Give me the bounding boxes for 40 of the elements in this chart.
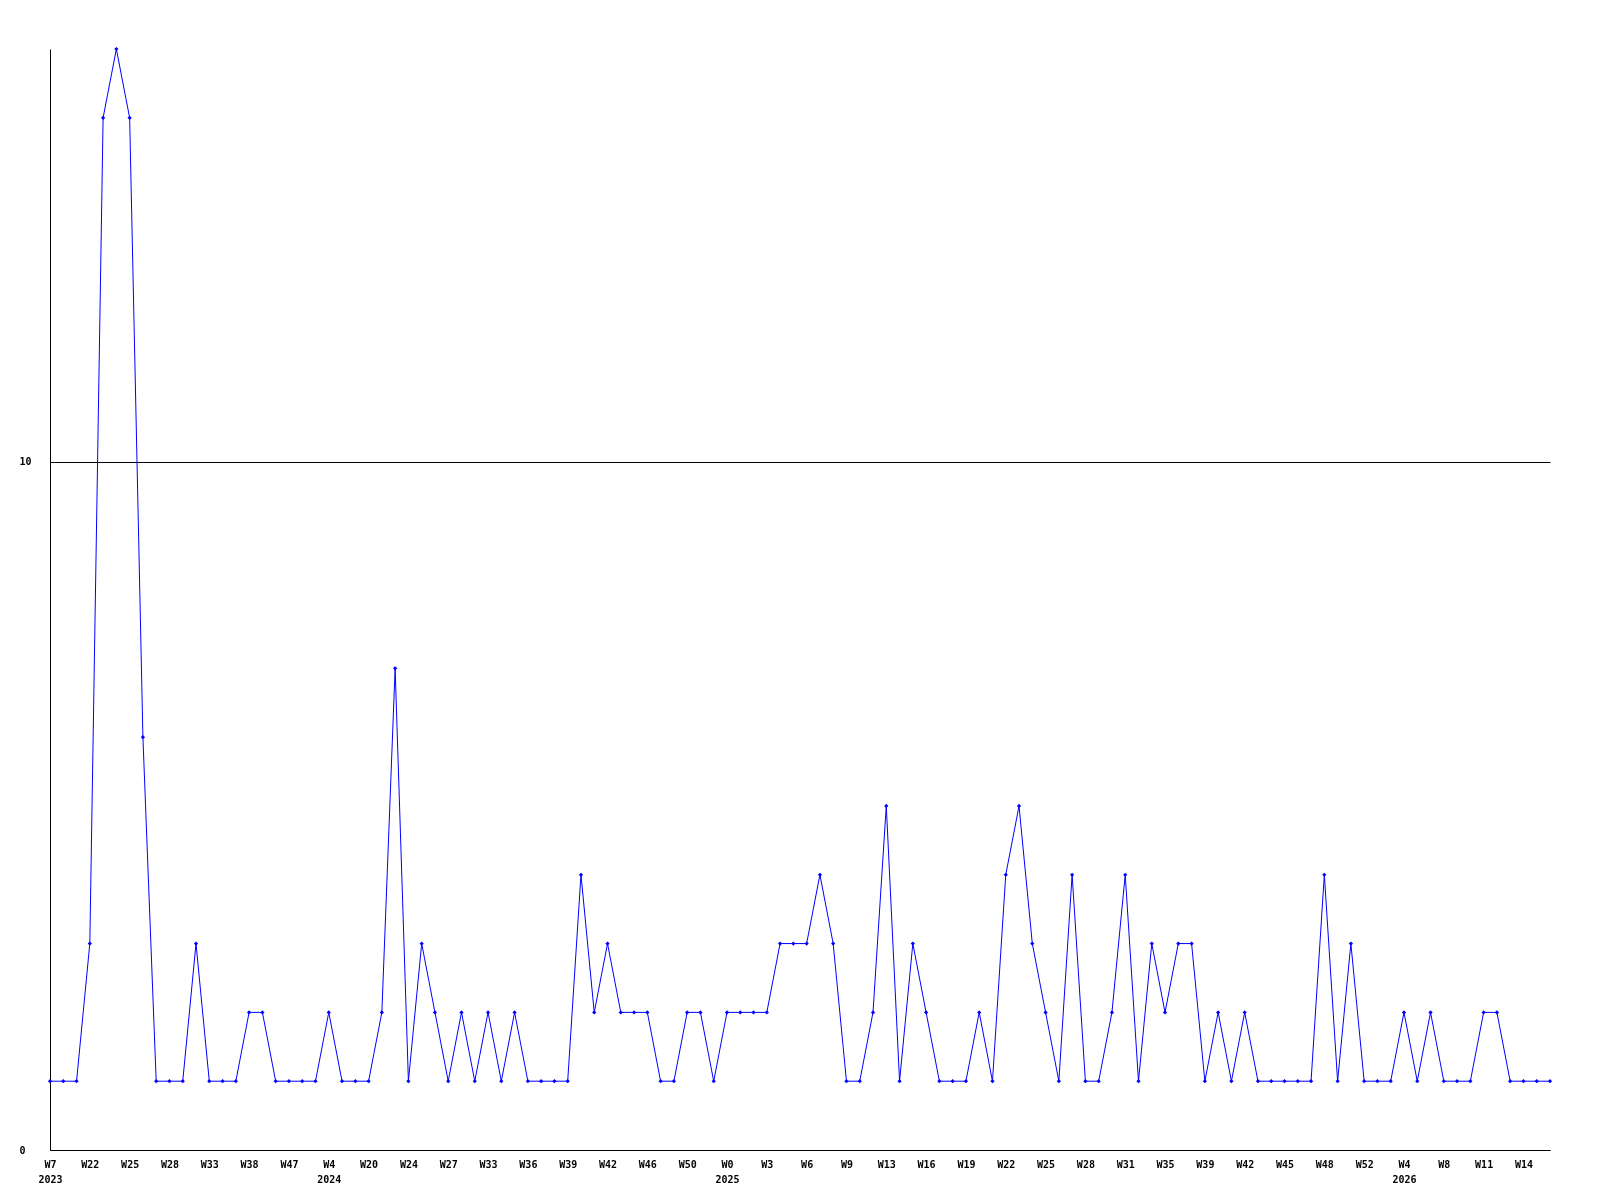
x-tick-label: W50 <box>678 1158 697 1170</box>
x-tick-label: W22 <box>81 1158 100 1170</box>
y-tick-label: 0 <box>19 1144 26 1156</box>
x-tick-label: W20 <box>360 1158 379 1170</box>
x-tick-label: W14 <box>1514 1158 1533 1170</box>
x-tick-label: W42 <box>1236 1158 1255 1170</box>
x-tick-label: W19 <box>957 1158 976 1170</box>
x-tick-label: W24 <box>399 1158 418 1170</box>
x-tick-label: W45 <box>1275 1158 1295 1170</box>
x-tick-label: W4 2026 <box>1392 1158 1417 1185</box>
x-tick-label: W52 <box>1355 1158 1374 1170</box>
y-tick-label: 10 <box>19 456 32 468</box>
x-tick-label: W33 <box>200 1158 219 1170</box>
x-tick-label: W25 <box>1037 1158 1056 1170</box>
x-tick-label: W6 <box>801 1158 814 1170</box>
x-tick-label: W9 <box>840 1158 853 1170</box>
x-tick-label: W39 <box>1196 1158 1215 1170</box>
x-tick-label: W36 <box>519 1158 538 1170</box>
x-tick-label: W28 <box>160 1158 179 1170</box>
x-tick-label: W3 <box>761 1158 774 1170</box>
x-tick-label: W7 2023 <box>38 1158 63 1185</box>
x-tick-label: W39 <box>559 1158 578 1170</box>
x-tick-label: W46 <box>638 1158 657 1170</box>
x-tick-label: W8 <box>1438 1158 1451 1170</box>
x-tick-label: W35 <box>1156 1158 1175 1170</box>
x-tick-label: W38 <box>240 1158 259 1170</box>
x-tick-label: W33 <box>479 1158 498 1170</box>
x-tick-label: W25 <box>121 1158 140 1170</box>
x-tick-label: W22 <box>997 1158 1016 1170</box>
x-tick-label: W13 <box>877 1158 896 1170</box>
x-tick-label: W31 <box>1116 1158 1135 1170</box>
x-tick-label: W11 <box>1475 1158 1494 1170</box>
x-tick-label: W28 <box>1076 1158 1095 1170</box>
x-tick-label: W42 <box>598 1158 618 1170</box>
x-tick-label: W0 2025 <box>715 1158 740 1185</box>
x-tick-label: W4 2024 <box>317 1158 342 1185</box>
x-tick-label: W48 <box>1315 1158 1334 1170</box>
x-tick-label: W16 <box>917 1158 936 1170</box>
x-tick-label: W27 <box>439 1158 458 1170</box>
x-tick-label: W47 <box>280 1158 299 1170</box>
